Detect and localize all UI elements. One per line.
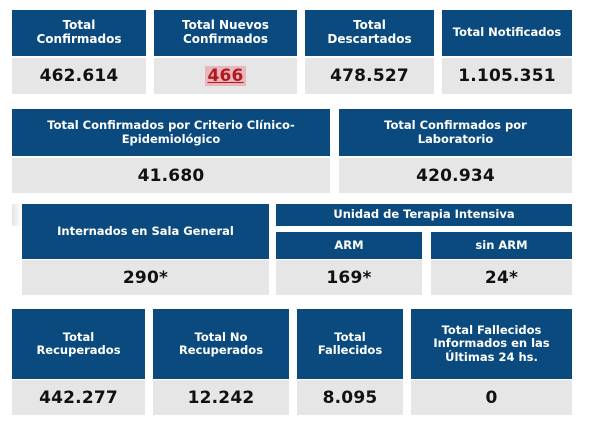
- fallecidos-ultimas-24hs-value: 0: [411, 380, 572, 415]
- card-total-nuevos-confirmados: Total Nuevos Confirmados 466: [154, 10, 297, 94]
- sin-arm-label: sin ARM: [431, 232, 572, 259]
- total-no-recuperados-value: 12.242: [153, 380, 289, 415]
- confirmados-criterio-clinico-value: 41.680: [12, 158, 330, 193]
- card-confirmados-criterio-clinico: Total Confirmados por Criterio Clínico- …: [12, 109, 330, 193]
- uti-group: Unidad de Terapia Intensiva ARM 169* sin…: [276, 204, 572, 295]
- confirmados-laboratorio-value: 420.934: [339, 158, 572, 193]
- card-internados-sala-general: Internados en Sala General 290*: [22, 204, 269, 295]
- total-nuevos-confirmados-value-box: 466: [154, 58, 297, 94]
- card-arm: ARM 169*: [276, 232, 422, 295]
- total-notificados-value: 1.105.351: [442, 58, 572, 94]
- total-fallecidos-value: 8.095: [297, 380, 403, 415]
- sin-arm-value: 24*: [431, 260, 572, 295]
- total-confirmados-value: 462.614: [12, 58, 146, 94]
- total-recuperados-value: 442.277: [12, 380, 145, 415]
- total-notificados-label: Total Notificados: [442, 10, 572, 56]
- total-recuperados-label: Total Recuperados: [12, 309, 145, 379]
- card-shadow: [12, 204, 22, 226]
- card-total-notificados: Total Notificados 1.105.351: [442, 10, 572, 94]
- internados-sala-general-value: 290*: [22, 260, 269, 295]
- uti-title: Unidad de Terapia Intensiva: [276, 204, 572, 226]
- card-confirmados-laboratorio: Total Confirmados por Laboratorio 420.93…: [339, 109, 572, 193]
- confirmados-criterio-clinico-label: Total Confirmados por Criterio Clínico- …: [12, 109, 330, 156]
- total-descartados-label: Total Descartados: [305, 10, 434, 56]
- card-fallecidos-ultimas-24hs: Total Fallecidos Informados en las Últim…: [411, 309, 572, 415]
- arm-label: ARM: [276, 232, 422, 259]
- arm-value: 169*: [276, 260, 422, 295]
- total-no-recuperados-label: Total No Recuperados: [153, 309, 289, 379]
- total-nuevos-confirmados-value: 466: [205, 66, 246, 86]
- total-confirmados-label: Total Confirmados: [12, 10, 146, 56]
- total-descartados-value: 478.527: [305, 58, 434, 94]
- fallecidos-ultimas-24hs-label: Total Fallecidos Informados en las Últim…: [411, 309, 572, 379]
- card-sin-arm: sin ARM 24*: [431, 232, 572, 295]
- total-fallecidos-label: Total Fallecidos: [297, 309, 403, 379]
- total-nuevos-confirmados-label: Total Nuevos Confirmados: [154, 10, 297, 56]
- internados-sala-general-label: Internados en Sala General: [22, 204, 269, 259]
- card-total-fallecidos: Total Fallecidos 8.095: [297, 309, 403, 415]
- confirmados-laboratorio-label: Total Confirmados por Laboratorio: [339, 109, 572, 156]
- card-total-descartados: Total Descartados 478.527: [305, 10, 434, 94]
- card-total-confirmados: Total Confirmados 462.614: [12, 10, 146, 94]
- card-total-no-recuperados: Total No Recuperados 12.242: [153, 309, 289, 415]
- card-total-recuperados: Total Recuperados 442.277: [12, 309, 145, 415]
